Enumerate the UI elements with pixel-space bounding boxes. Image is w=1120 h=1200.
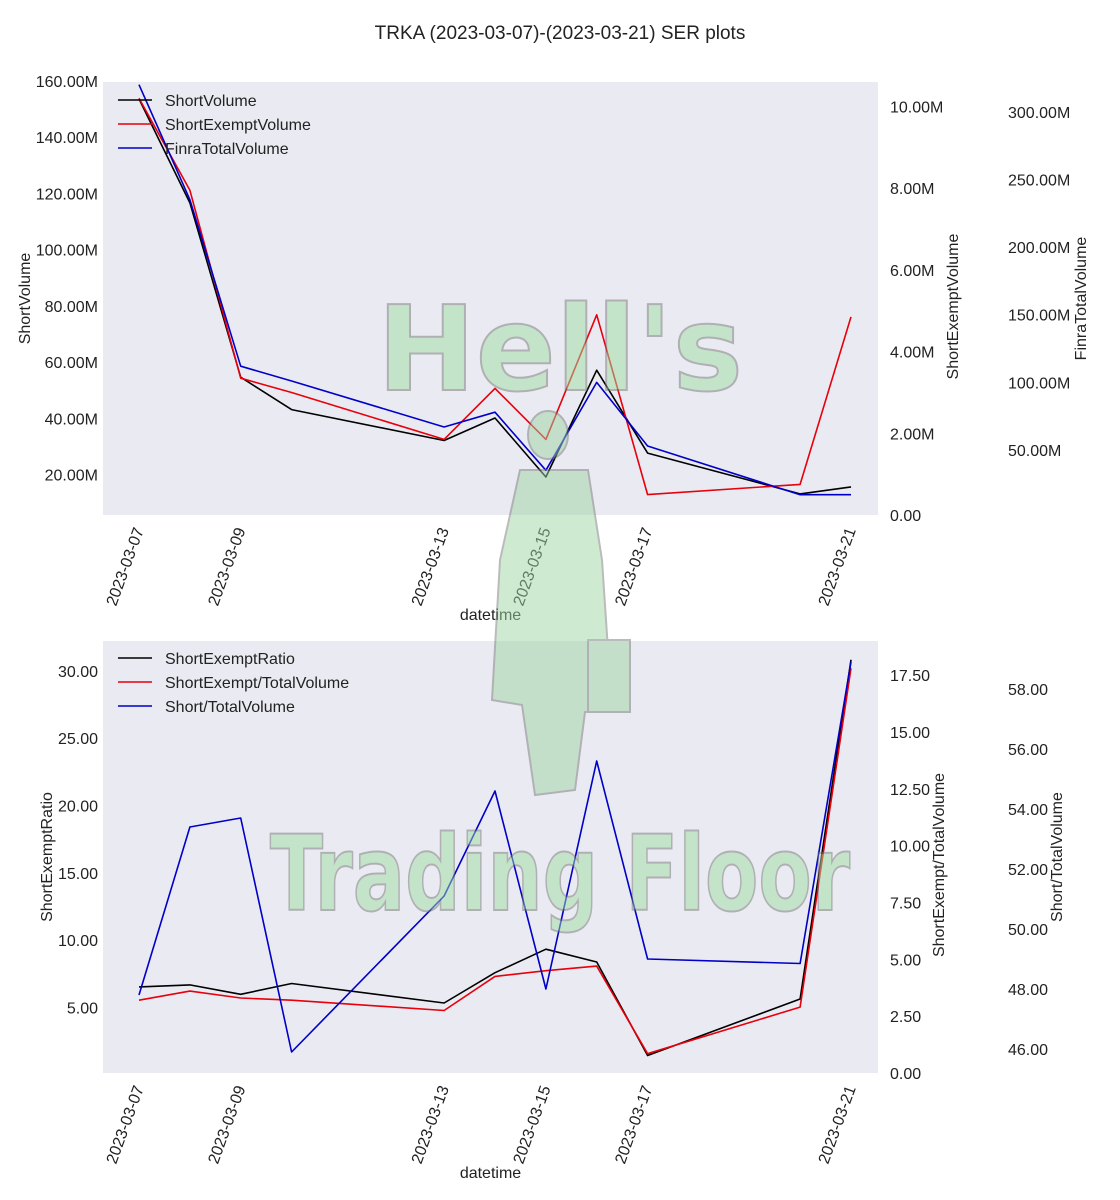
x-tick-label: 2023-03-21: [816, 525, 860, 608]
x-tick-label: 2023-03-21: [816, 1083, 860, 1166]
x-tick-label: 2023-03-17: [612, 525, 656, 608]
legend-entry: ShortExempt/TotalVolume: [165, 675, 349, 692]
left-tick-label: 20.00: [58, 799, 98, 816]
left-tick-label: 60.00M: [45, 355, 98, 372]
right2-tick-label: 200.00M: [1008, 240, 1070, 257]
series-line-shortexemptvolume: [138, 97, 852, 496]
right2-tick-label: 100.00M: [1008, 375, 1070, 392]
legend-entry: ShortVolume: [165, 93, 257, 110]
left-tick-label: 100.00M: [36, 243, 98, 260]
left-tick-label: 15.00: [58, 866, 98, 883]
left-tick-label: 80.00M: [45, 299, 98, 316]
x-tick-label: 2023-03-17: [612, 1083, 656, 1166]
watermark-line2: Trading Floor: [270, 813, 850, 935]
x-tick-label: 2023-03-13: [409, 525, 453, 608]
left-tick-label: 5.00: [67, 1000, 98, 1017]
right1-axis-label: ShortExemptVolume: [945, 233, 962, 379]
right1-tick-label: 10.00: [890, 839, 930, 856]
right1-tick-label: 12.50: [890, 782, 930, 799]
left-tick-label: 140.00M: [36, 130, 98, 147]
left-tick-label: 30.00: [58, 664, 98, 681]
right2-tick-label: 50.00M: [1008, 443, 1061, 460]
watermark-line1: Hell's: [377, 280, 743, 418]
watermark-figure-silhouette: [490, 410, 631, 797]
series-line-shortexemptratio: [138, 659, 852, 1057]
right2-tick-label: 56.00: [1008, 742, 1048, 759]
right1-tick-label: 6.00M: [890, 263, 934, 280]
right2-tick-label: 48.00: [1008, 982, 1048, 999]
panel-volume: 20.00M 40.00M 60.00M 80.00M 100.00M 120.00M 14…: [17, 74, 1090, 624]
right1-tick-label: 8.00M: [890, 181, 934, 198]
x-tick-label: 2023-03-07: [104, 1083, 148, 1166]
right2-tick-label: 54.00: [1008, 802, 1048, 819]
plot-area-volume: [103, 82, 878, 515]
right2-tick-label: 52.00: [1008, 862, 1048, 879]
watermark-logo: Hell's Trading Floor: [269, 279, 851, 936]
right2-axis-label: Short/TotalVolume: [1049, 792, 1066, 922]
right1-tick-label: 17.50: [890, 668, 930, 685]
legend-entry: FinraTotalVolume: [165, 141, 289, 158]
x-tick-label: 2023-03-09: [206, 525, 250, 608]
x-tick-label: 2023-03-07: [104, 525, 148, 608]
right1-tick-label: 4.00M: [890, 345, 934, 362]
right1-tick-label: 10.00M: [890, 100, 943, 117]
left-tick-label: 40.00M: [45, 411, 98, 428]
legend-entry: ShortExemptRatio: [165, 651, 295, 668]
plot-area-ratio: [103, 641, 878, 1073]
legend-entry: ShortExemptVolume: [165, 117, 311, 134]
right2-axis-label: FinraTotalVolume: [1073, 237, 1090, 361]
right2-tick-label: 300.00M: [1008, 105, 1070, 122]
series-line-finratotalvolume: [138, 84, 851, 496]
right1-tick-label: 15.00: [890, 725, 930, 742]
left-axis-label: ShortVolume: [17, 253, 34, 345]
series-line-short-totalvolume: [138, 661, 852, 1053]
right1-tick-label: 2.00M: [890, 426, 934, 443]
right1-tick-label: 0.00: [890, 508, 921, 525]
legend-entry: Short/TotalVolume: [165, 699, 295, 716]
right2-tick-label: 50.00: [1008, 922, 1048, 939]
x-tick-label: 2023-03-13: [409, 1083, 453, 1166]
right1-axis-label: ShortExempt/TotalVolume: [931, 773, 948, 957]
x-axis-label: datetime: [460, 1165, 521, 1182]
x-tick-label: 2023-03-15: [511, 1083, 555, 1166]
x-tick-label: 2023-03-09: [206, 1083, 250, 1166]
left-tick-label: 160.00M: [36, 74, 98, 91]
left-tick-label: 10.00: [58, 933, 98, 950]
left-tick-label: 120.00M: [36, 186, 98, 203]
right2-tick-label: 150.00M: [1008, 308, 1070, 325]
left-tick-label: 25.00: [58, 731, 98, 748]
panel-ratio: 5.00 10.00 15.00 20.00 25.00 30.00 ShortExempt…: [39, 641, 1066, 1182]
right2-tick-label: 58.00: [1008, 682, 1048, 699]
right1-tick-label: 0.00: [890, 1066, 921, 1083]
figure-title: TRKA (2023-03-07)-(2023-03-21) SER plots: [375, 23, 746, 44]
left-tick-label: 20.00M: [45, 468, 98, 485]
right1-tick-label: 2.50: [890, 1009, 921, 1026]
series-line-shortvolume: [138, 98, 852, 495]
right1-tick-label: 5.00: [890, 952, 921, 969]
right2-tick-label: 46.00: [1008, 1042, 1048, 1059]
right2-tick-label: 250.00M: [1008, 172, 1070, 189]
series-line-shortexempt-totalvolume: [138, 668, 852, 1055]
right1-tick-label: 7.50: [890, 895, 921, 912]
left-axis-label: ShortExemptRatio: [39, 792, 56, 922]
